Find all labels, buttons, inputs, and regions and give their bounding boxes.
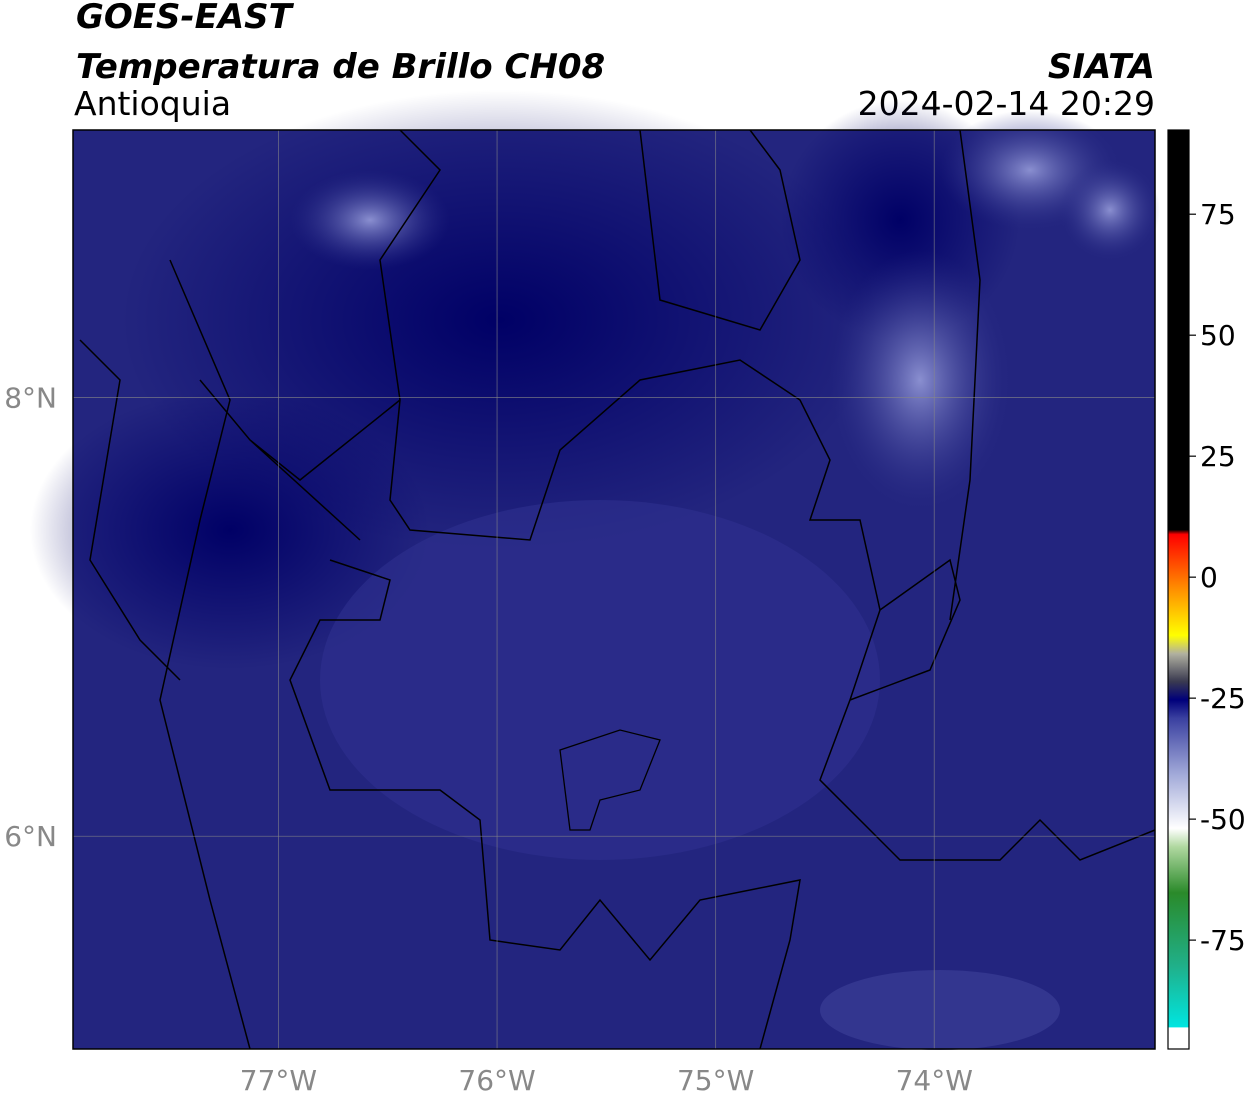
colorbar-tick-label: 25 xyxy=(1200,440,1236,473)
gridlines: 77°W 76°W 75°W 74°W 8°N 6°N xyxy=(4,130,1155,1097)
colorbar-tick-label: -50 xyxy=(1200,803,1246,836)
source: SIATA xyxy=(1048,47,1155,87)
colorbar xyxy=(1167,129,1190,1050)
map-frame xyxy=(72,129,1156,1050)
y-tick-label: 6°N xyxy=(4,820,57,853)
x-tick-label: 76°W xyxy=(458,1064,535,1097)
region: Antioquia xyxy=(74,84,231,123)
colorbar-tick-label: -75 xyxy=(1200,924,1246,957)
subtitle: Temperatura de Brillo CH08 xyxy=(76,47,605,87)
title: GOES-EAST xyxy=(76,0,295,37)
map-image xyxy=(30,90,1160,1050)
colorbar-tick-label: 50 xyxy=(1200,319,1236,352)
colorbar-ticks: 75 50 25 0 -25 -50 -75 xyxy=(1189,198,1246,957)
y-tick-label: 8°N xyxy=(4,382,57,415)
colorbar-tick-label: 0 xyxy=(1200,561,1218,594)
colorbar-tick-label: 75 xyxy=(1200,198,1236,231)
x-tick-label: 74°W xyxy=(896,1064,973,1097)
colorbar-tick-label: -25 xyxy=(1200,682,1246,715)
x-tick-label: 75°W xyxy=(677,1064,754,1097)
x-tick-label: 77°W xyxy=(240,1064,317,1097)
